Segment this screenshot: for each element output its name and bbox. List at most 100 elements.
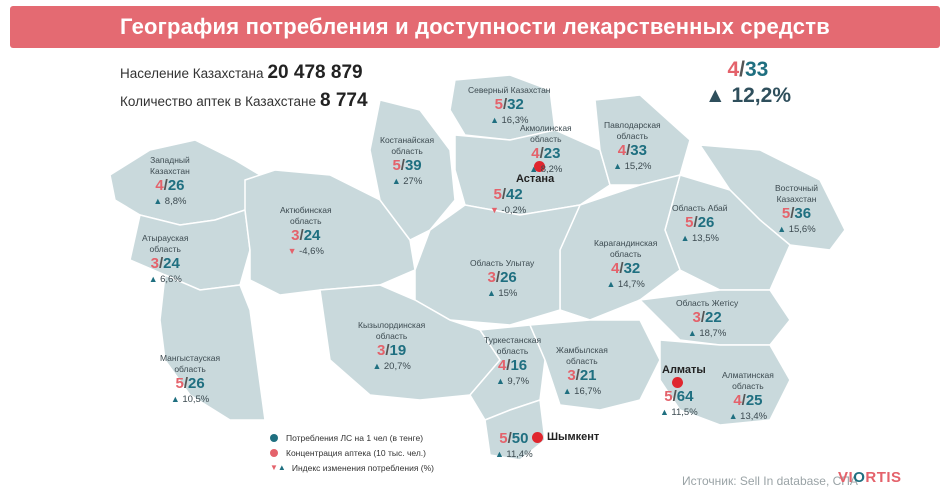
region-index: ▲ 13,5%	[672, 232, 728, 245]
shymkent-marker	[532, 432, 543, 443]
astana-marker	[534, 161, 545, 172]
region-consumption: 26	[187, 375, 205, 392]
region-index-value: 6,6%	[160, 274, 182, 285]
region-index-value: 13,5%	[692, 233, 719, 244]
region-name: Карагандинская	[594, 238, 658, 248]
region-ratio: 3/24	[280, 227, 332, 245]
country-summary: 4/33 ▲ 12,2%	[704, 58, 791, 107]
region-ratio: 5/64	[660, 388, 698, 406]
region-index-value: 16,3%	[501, 115, 529, 126]
region-label-zhetysu: Область Жетісу 3/22 ▲ 18,7%	[676, 298, 738, 340]
region-concentration: 5	[664, 388, 673, 405]
region-index-value: 18,7%	[699, 328, 727, 339]
region-name: Атырауская	[142, 233, 189, 243]
region-ratio: 4/23	[520, 145, 572, 163]
region-name: Алматинская	[722, 370, 774, 380]
region-index-value: 14,7%	[617, 279, 645, 290]
region-index: ▲ 15,2%	[604, 160, 661, 173]
region-consumption: 39	[404, 157, 422, 174]
region-name: Область Жетісу	[676, 298, 739, 308]
country-concentration: 4	[727, 58, 740, 81]
region-ratio: 4/26	[150, 177, 190, 195]
region-label-akmola: Акмолинская область 4/23 ▲ 8,2%	[520, 123, 572, 176]
region-index-value: 8,8%	[164, 196, 187, 207]
ratio-slash: /	[790, 205, 795, 222]
region-concentration: 5	[493, 186, 502, 203]
region-concentration: 4	[155, 177, 164, 194]
region-name: Западный	[150, 155, 190, 165]
ratio-slash: /	[502, 96, 508, 113]
region-index: ▲ 10,5%	[160, 393, 220, 406]
ratio-slash: /	[400, 157, 405, 174]
region-consumption: 32	[623, 260, 641, 277]
region-concentration: 4	[617, 142, 627, 159]
population-label: Население Казахстана	[120, 66, 264, 81]
region-consumption: 23	[543, 145, 561, 162]
region-label-atyrau: Атырауская область 3/24 ▲ 6,6%	[142, 233, 188, 286]
region-index-value: 11,4%	[506, 449, 533, 460]
region-consumption: 42	[506, 186, 523, 203]
region-index-value: 9,7%	[507, 376, 530, 387]
ratio-slash: /	[741, 392, 746, 409]
region-ratio: 5/39	[380, 157, 434, 175]
up-triangle-icon: ▲	[562, 386, 575, 396]
region-label-turkestan: Туркестанская область 4/16 ▲ 9,7%	[484, 335, 541, 388]
region-label-abay: Область Абай 5/26 ▲ 13,5%	[672, 203, 728, 245]
population-value: 20 478 879	[267, 62, 363, 83]
region-consumption: 16	[510, 357, 528, 374]
region-index-value: 13,4%	[740, 411, 768, 422]
region-name: Казахстан	[150, 166, 190, 176]
region-concentration: 4	[497, 357, 507, 374]
region-index-value: 8,2%	[540, 164, 563, 175]
region-index-value: -0,2%	[501, 205, 527, 216]
region-ratio: 4/16	[484, 357, 541, 375]
region-index-value: 15%	[498, 288, 518, 299]
red-dot-icon	[270, 448, 278, 457]
region-atyrau	[129, 208, 251, 291]
region-name: область	[609, 249, 642, 259]
ratio-slash: /	[672, 388, 677, 405]
ratio-slash: /	[693, 214, 698, 231]
city-shymkent: Шымкент	[547, 431, 600, 443]
region-index: ▲ 15,6%	[775, 223, 818, 236]
region-index: ▲ 20,7%	[358, 360, 425, 373]
region-name: область	[174, 364, 206, 374]
up-triangle-icon: ▲	[495, 449, 507, 459]
ratio-slash: /	[619, 260, 624, 277]
region-consumption: 64	[676, 388, 694, 405]
region-consumption: 24	[303, 227, 321, 244]
region-ratio: 5/42	[490, 186, 526, 204]
region-name: область	[375, 331, 408, 341]
region-index: ▲ 14,7%	[594, 278, 657, 291]
region-name: Акмолинская	[520, 123, 572, 133]
ratio-slash: /	[163, 177, 168, 194]
region-label-zhambyl: Жамбылская область 3/21 ▲ 16,7%	[556, 345, 608, 398]
up-triangle-icon: ▲	[606, 279, 618, 289]
region-name: область	[149, 244, 181, 254]
region-index: ▲ 6,6%	[142, 273, 188, 286]
region-name: область	[616, 131, 649, 141]
region-index: ▲ 11,4%	[495, 448, 533, 461]
region-ulytau	[414, 204, 582, 326]
region-ratio: 3/19	[358, 342, 425, 360]
region-ratio: 3/24	[142, 255, 188, 273]
region-label-pavlodar: Павлодарская область 4/33 ▲ 15,2%	[604, 120, 661, 173]
region-index: ▲ 9,7%	[484, 375, 541, 388]
region-concentration: 5	[499, 430, 508, 447]
region-index-value: 16,7%	[574, 386, 602, 397]
region-name: Казахстан	[776, 194, 817, 204]
region-label-vostok: Восточный Казахстан 5/36 ▲ 15,6%	[775, 183, 818, 236]
region-label-shymkent: 5/50 ▲ 11,4%	[495, 430, 533, 461]
region-zhambyl	[528, 319, 661, 411]
region-index-value: 10,5%	[182, 394, 210, 405]
up-triangle-icon: ▲	[680, 233, 693, 243]
region-ratio: 5/50	[495, 430, 533, 448]
legend: Потребления ЛС на 1 чел (в тенге) Концен…	[270, 430, 434, 475]
region-consumption: 32	[507, 96, 524, 113]
region-ratio: 5/26	[672, 214, 728, 232]
region-shymkent	[484, 398, 546, 461]
region-name: Мангыстауская	[160, 353, 221, 363]
region-index: ▲ 11,5%	[660, 406, 698, 419]
region-concentration: 5	[685, 214, 694, 231]
region-consumption: 26	[500, 269, 517, 286]
